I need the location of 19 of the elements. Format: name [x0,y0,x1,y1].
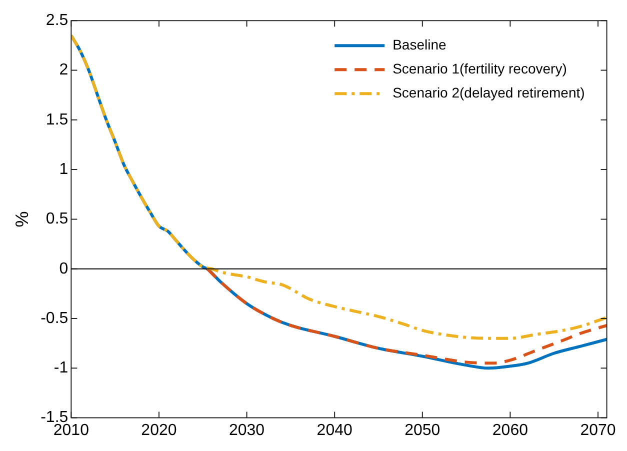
y-tick-label: 0.5 [46,210,68,228]
x-tick-label: 2030 [228,422,265,439]
y-axis-title: % [12,211,32,228]
y-tick-label: 2.5 [46,12,68,30]
y-tick-label: 0 [59,260,68,278]
x-tick-label: 2060 [492,422,528,439]
x-tick-label: 2050 [404,422,440,439]
legend-label: Baseline [392,36,446,52]
y-tick-label: 2 [59,62,68,79]
y-tick-label: 1 [59,160,68,178]
x-tick-label: 2070 [580,422,616,439]
y-tick-label: -1 [54,360,68,377]
legend-label: Scenario 1(fertility recovery) [392,60,567,76]
line-series [206,267,607,365]
legend-label: Scenario 2(delayed retirement) [392,84,585,100]
x-tick-label: 2020 [141,422,177,439]
x-tick-label: 2040 [316,422,352,439]
y-tick-label: 1.5 [46,111,68,128]
y-tick-label: -0.5 [40,310,68,327]
